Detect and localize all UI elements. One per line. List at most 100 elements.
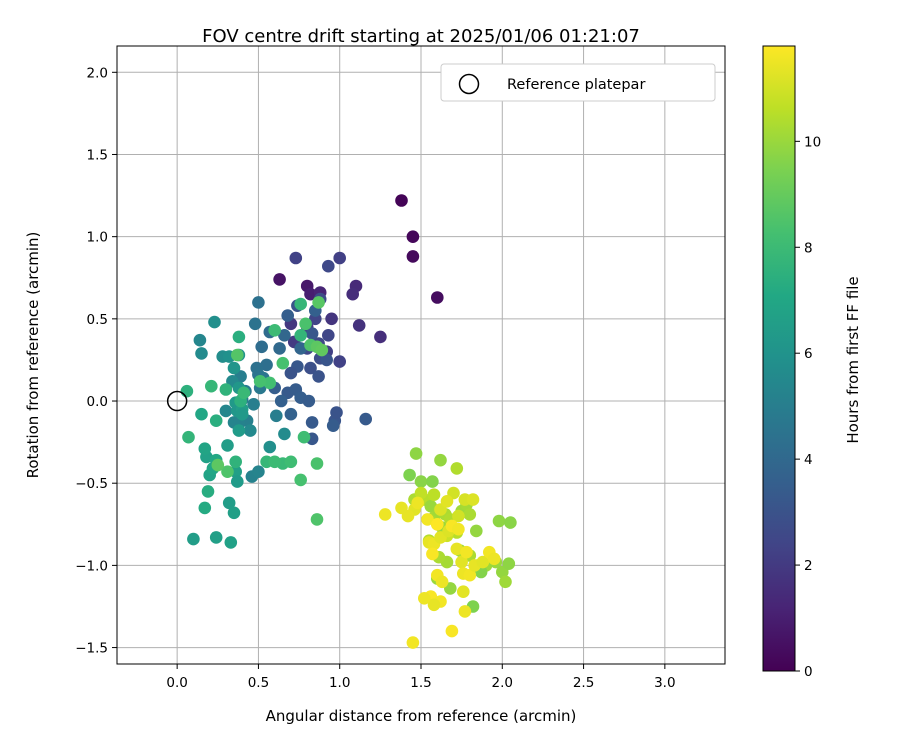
data-point [219, 383, 233, 396]
data-point [198, 501, 212, 515]
data-point [421, 513, 434, 526]
data-point [227, 361, 241, 375]
grid [117, 46, 725, 664]
data-point [445, 624, 459, 638]
data-point [232, 424, 246, 437]
data-point [231, 475, 244, 488]
data-point [460, 545, 473, 559]
data-point [427, 598, 441, 612]
data-point [221, 465, 234, 479]
data-point [248, 317, 262, 331]
x-axis-ticks: 0.0 0.5 1.0 1.5 2.0 2.5 3.0 [166, 664, 676, 691]
data-point [255, 340, 268, 354]
data-point [333, 251, 347, 265]
y-axis-ticks: −1.5 −1.0 −0.5 0.0 0.5 1.0 1.5 2.0 [75, 65, 117, 657]
x-tick-label: 0.0 [166, 675, 187, 691]
data-point [201, 485, 215, 498]
data-point [426, 475, 439, 488]
legend-box [440, 63, 716, 102]
data-point [326, 419, 340, 433]
data-point [209, 414, 223, 428]
colorbar-tick-label: 2 [804, 558, 813, 574]
data-point [458, 605, 472, 618]
data-point [229, 455, 242, 469]
data-point [312, 370, 325, 383]
data-point [325, 312, 338, 326]
colorbar-gradient [763, 46, 795, 671]
data-point [180, 384, 194, 398]
data-point [274, 394, 288, 408]
y-tick-label: 0.5 [87, 312, 108, 328]
data-point [235, 407, 249, 421]
data-point [299, 317, 312, 331]
colorbar-frame [762, 45, 796, 672]
x-tick-label: 2.5 [573, 675, 594, 691]
y-tick-label: 0.0 [87, 394, 108, 410]
data-point [182, 430, 195, 444]
data-point [219, 404, 233, 418]
data-point [450, 542, 464, 556]
x-tick-label: 2.0 [492, 675, 513, 691]
y-axis-label: Rotation from reference (arcmin) [24, 232, 42, 479]
data-point [315, 343, 329, 357]
data-point [294, 329, 308, 342]
data-point [452, 509, 465, 523]
data-point [294, 297, 308, 311]
data-point [260, 358, 273, 372]
data-point [457, 585, 470, 598]
y-tick-label: 1.0 [87, 230, 108, 246]
data-point [476, 555, 490, 569]
data-point [406, 230, 420, 243]
data-point [395, 501, 408, 515]
data-point [378, 508, 392, 521]
colorbar-ticks: 0 2 4 6 8 10 [795, 134, 821, 680]
x-tick-label: 3.0 [654, 675, 675, 691]
legend-label: Reference platepar [507, 77, 645, 93]
x-tick-label: 1.0 [329, 675, 350, 691]
data-point [452, 522, 465, 536]
y-tick-label: 1.5 [87, 147, 108, 163]
data-point [237, 386, 251, 400]
data-point [198, 442, 212, 456]
data-point [302, 394, 316, 408]
data-point [205, 379, 218, 393]
data-point [276, 356, 290, 370]
data-point [403, 468, 416, 482]
reference-platepar-marker [166, 390, 188, 412]
colorbar-tick-label: 6 [804, 346, 813, 362]
data-point [195, 407, 208, 421]
data-point [440, 495, 454, 508]
data-point [222, 496, 236, 510]
legend-marker-icon [458, 73, 480, 95]
data-point [322, 329, 335, 342]
data-point [322, 259, 335, 273]
x-tick-label: 1.5 [410, 675, 431, 691]
data-point [304, 287, 317, 301]
data-point [450, 462, 464, 475]
chart-title: FOV centre drift starting at 2025/01/06 … [202, 26, 640, 47]
data-point [352, 319, 366, 332]
data-point [270, 409, 283, 423]
y-tick-label: −0.5 [75, 476, 108, 492]
data-point [434, 453, 447, 467]
legend: Reference platepar [440, 63, 716, 102]
data-point [187, 532, 200, 546]
data-point [431, 291, 444, 304]
colorbar-tick-label: 8 [804, 240, 813, 256]
x-tick-label: 0.5 [248, 675, 269, 691]
data-point [359, 412, 373, 426]
y-tick-label: 2.0 [87, 65, 108, 81]
colorbar-label: Hours from first FF file [844, 276, 862, 443]
data-point [414, 475, 428, 488]
data-point [284, 407, 298, 421]
data-point [502, 557, 516, 570]
data-point [499, 575, 512, 589]
data-point [244, 424, 257, 437]
data-point [208, 315, 221, 329]
data-point [305, 416, 319, 429]
data-point [294, 342, 308, 355]
data-point [284, 455, 298, 469]
data-point [470, 524, 483, 538]
data-point [455, 555, 468, 569]
data-point [427, 488, 441, 502]
